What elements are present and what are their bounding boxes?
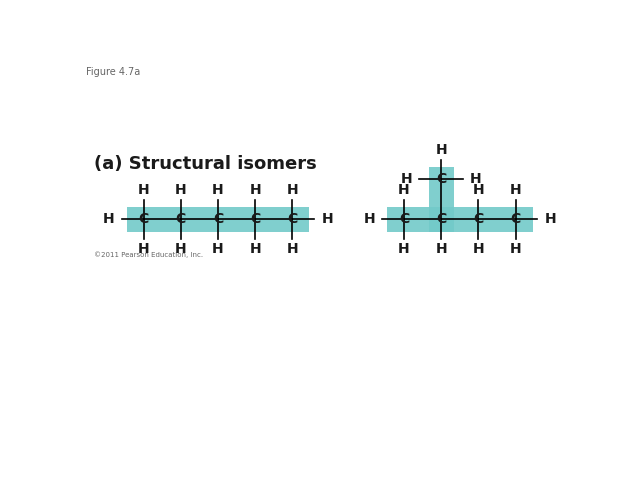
Text: H: H (287, 183, 298, 197)
Text: C: C (511, 212, 521, 226)
Text: C: C (250, 212, 260, 226)
Text: (a) Structural isomers: (a) Structural isomers (94, 155, 317, 173)
Text: H: H (212, 183, 224, 197)
Bar (127, 207, 309, 232)
Text: ©2011 Pearson Education, Inc.: ©2011 Pearson Education, Inc. (94, 252, 203, 258)
Text: H: H (472, 183, 484, 197)
Text: H: H (435, 143, 447, 157)
Text: H: H (250, 183, 261, 197)
Text: H: H (398, 183, 410, 197)
Text: H: H (401, 172, 412, 186)
Text: C: C (287, 212, 298, 226)
Text: H: H (435, 241, 447, 255)
Text: H: H (287, 241, 298, 255)
Text: H: H (138, 183, 149, 197)
Text: H: H (509, 241, 522, 255)
Bar (429, 167, 454, 232)
Text: C: C (436, 212, 446, 226)
Bar (387, 207, 532, 232)
Text: H: H (545, 212, 556, 226)
Text: C: C (436, 172, 446, 186)
Text: C: C (473, 212, 483, 226)
Text: H: H (321, 212, 333, 226)
Text: H: H (470, 172, 482, 186)
Text: C: C (399, 212, 409, 226)
Text: H: H (364, 212, 375, 226)
Text: C: C (213, 212, 223, 226)
Text: H: H (212, 241, 224, 255)
Text: H: H (509, 183, 522, 197)
Text: C: C (138, 212, 148, 226)
Text: H: H (175, 241, 187, 255)
Text: Figure 4.7a: Figure 4.7a (86, 67, 140, 77)
Text: H: H (103, 212, 115, 226)
Text: H: H (175, 183, 187, 197)
Text: H: H (398, 241, 410, 255)
Text: C: C (175, 212, 186, 226)
Text: H: H (138, 241, 149, 255)
Text: H: H (472, 241, 484, 255)
Text: H: H (250, 241, 261, 255)
